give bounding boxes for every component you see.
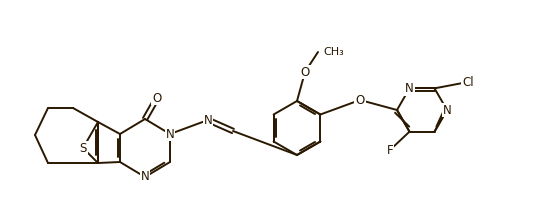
Text: N: N (405, 82, 414, 95)
Text: Cl: Cl (462, 76, 474, 88)
Text: F: F (387, 143, 393, 156)
Text: O: O (355, 93, 364, 106)
Text: N: N (141, 171, 150, 184)
Text: CH₃: CH₃ (323, 47, 344, 57)
Text: O: O (300, 66, 310, 79)
Text: O: O (152, 92, 162, 105)
Text: N: N (165, 127, 174, 140)
Text: N: N (443, 104, 452, 117)
Text: S: S (79, 142, 87, 155)
Text: N: N (204, 113, 213, 126)
